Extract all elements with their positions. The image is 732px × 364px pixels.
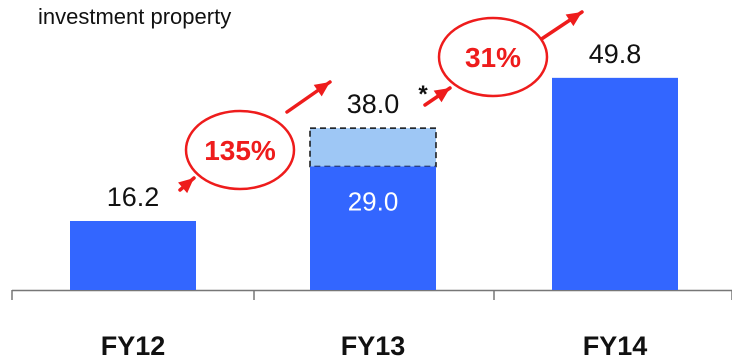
footnote-marker: *: [418, 81, 428, 108]
growth-arrow-tail-2-head: [433, 88, 450, 103]
labels: 16.2 FY12 29.0 38.0 * FY13 49.8 FY14: [101, 39, 648, 361]
category-label-fy14: FY14: [583, 331, 648, 361]
growth-label-1: 135%: [204, 135, 276, 166]
growth-annotations: 135% 31%: [178, 10, 584, 194]
growth-arrow-tail-1-head: [178, 178, 194, 194]
bar-inner-label-fy13: 29.0: [348, 186, 399, 216]
growth-circle-1: [184, 109, 296, 191]
value-label-fy13: 38.0: [347, 89, 400, 119]
category-label-fy12: FY12: [101, 331, 166, 361]
bar-fy12: [70, 220, 196, 290]
growth-arrow-1-head: [313, 82, 330, 97]
x-axis: [11, 289, 732, 300]
value-label-fy14: 49.8: [589, 39, 642, 69]
bar-fy14: [552, 77, 678, 291]
bar-fy13-increment: [309, 127, 437, 168]
category-label-fy13: FY13: [341, 331, 406, 361]
bars: [70, 77, 678, 291]
growth-arrow-2-head: [565, 12, 582, 27]
value-label-fy12: 16.2: [107, 182, 160, 212]
growth-label-2: 31%: [465, 42, 521, 73]
chart-subtitle: investment property: [38, 4, 231, 29]
bar-fy13: [310, 166, 436, 290]
growth-circle-2: [437, 16, 549, 98]
